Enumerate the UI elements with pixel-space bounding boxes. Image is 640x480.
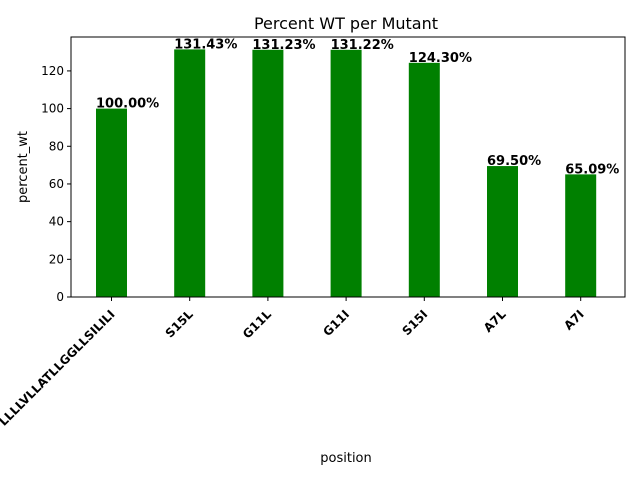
y-tick-label: 60 [49,177,64,191]
y-axis: 0 20 40 60 80 100 120 [41,64,71,304]
data-label: 100.00% [96,97,159,112]
data-label: 131.43% [174,37,237,52]
bar-S15L [174,49,206,297]
y-tick-label: 20 [49,252,64,266]
bar-LLLLVLLATLLGGLLSILILI [96,108,127,297]
bars-group [96,49,597,298]
data-label: 65.09% [565,162,619,177]
bar-A7I [565,174,597,297]
bar-G11I [330,49,362,298]
data-label: 131.22% [331,38,394,53]
x-axis-label: position [320,451,372,466]
y-tick-label: 100 [41,102,64,116]
data-labels-group: 100.00% 131.43% 131.23% 131.22% 124.30% 69.50… [96,37,619,177]
data-label: 124.30% [409,51,472,66]
y-tick-label: 0 [56,290,64,304]
y-tick-label: 40 [49,215,64,229]
y-axis-label: percent_wt [16,131,31,203]
bar-G11L [252,49,284,298]
chart-title: Percent WT per Mutant [254,14,438,33]
bar-S15I [408,62,440,297]
data-label: 131.23% [252,38,315,53]
y-tick-label: 80 [49,139,64,153]
y-tick-label: 120 [41,64,64,78]
bar-A7L [487,166,518,297]
plot-frame [70,36,626,298]
data-label: 69.50% [487,154,541,169]
